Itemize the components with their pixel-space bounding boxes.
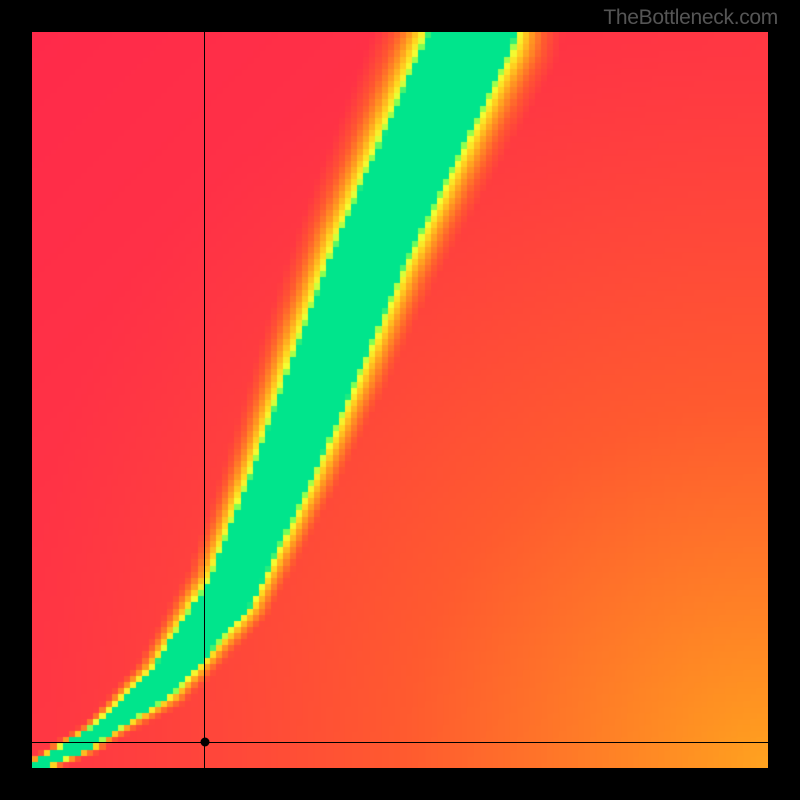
watermark-text: TheBottleneck.com	[603, 6, 778, 30]
crosshair-vertical	[204, 32, 205, 768]
crosshair-horizontal	[32, 742, 768, 743]
crosshair-marker	[200, 738, 209, 747]
chart-container: { "watermark": "TheBottleneck.com", "wat…	[0, 0, 800, 800]
bottleneck-heatmap	[32, 32, 768, 768]
